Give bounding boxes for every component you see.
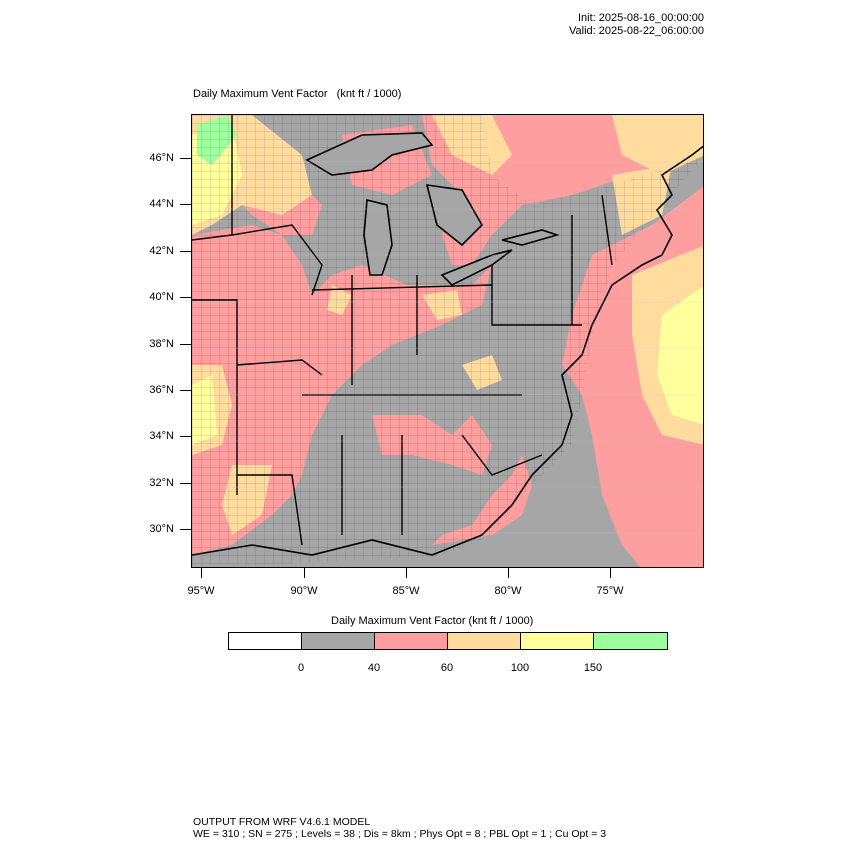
colorbar-level-0: 0 [297, 662, 305, 674]
lat-tick [180, 251, 191, 252]
lon-label-75: 75°W [596, 585, 624, 597]
lat-label-42: 42°N [149, 245, 174, 257]
lat-label-30: 30°N [149, 523, 174, 535]
lake-erie [440, 249, 513, 286]
lat-tick [180, 390, 191, 391]
colorbar-cell-40-60 [375, 633, 448, 649]
lat-tick [180, 297, 191, 298]
colorbar-level-100: 100 [510, 662, 530, 674]
valid-time: Valid: 2025-08-22_06:00:00 [569, 25, 704, 37]
lake-ontario [501, 229, 560, 246]
colorbar-level-150: 150 [583, 662, 603, 674]
great-lakes [305, 132, 560, 286]
lat-label-44: 44°N [149, 198, 174, 210]
footer-model: OUTPUT FROM WRF V4.6.1 MODEL [193, 816, 371, 828]
lon-label-90: 90°W [290, 585, 318, 597]
lat-tick [180, 436, 191, 437]
lake-huron [425, 184, 483, 247]
map-title-units: (knt ft / 1000) [336, 88, 402, 100]
init-time: Init: 2025-08-16_00:00:00 [578, 12, 704, 24]
vent-factor-map [191, 114, 704, 568]
colorbar-cell-0-40 [302, 633, 375, 649]
colorbar-cell-below-0 [229, 633, 302, 649]
lon-tick [304, 568, 305, 578]
colorbar-cell-60-100 [448, 633, 521, 649]
colorbar [228, 632, 668, 650]
lat-tick [180, 344, 191, 345]
colorbar-level-60: 60 [440, 662, 454, 674]
colorbar-cell-above-150 [594, 633, 667, 649]
lat-label-32: 32°N [149, 477, 174, 489]
colorbar-title: Daily Maximum Vent Factor (knt ft / 1000… [331, 615, 534, 627]
coastline [192, 145, 703, 556]
lat-tick [180, 158, 191, 159]
lat-label-40: 40°N [149, 291, 174, 303]
lon-tick [406, 568, 407, 578]
lat-tick [180, 204, 191, 205]
map-canvas [192, 115, 703, 567]
county-boundaries [192, 115, 703, 567]
lake-michigan [363, 198, 393, 276]
lake-superior [305, 132, 434, 176]
lon-tick [610, 568, 611, 578]
lat-tick [180, 529, 191, 530]
lat-label-46: 46°N [149, 152, 174, 164]
graticule [192, 161, 703, 534]
lat-tick [180, 483, 191, 484]
lon-label-85: 85°W [392, 585, 420, 597]
map-title: Daily Maximum Vent Factor (knt ft / 1000… [193, 88, 401, 101]
lat-label-38: 38°N [149, 338, 174, 350]
lat-label-36: 36°N [149, 384, 174, 396]
colorbar-level-40: 40 [367, 662, 381, 674]
lon-label-80: 80°W [494, 585, 522, 597]
lon-tick [508, 568, 509, 578]
colorbar-cell-100-150 [521, 633, 594, 649]
lon-label-95: 95°W [187, 585, 215, 597]
lon-tick [201, 568, 202, 578]
map-title-text: Daily Maximum Vent Factor [193, 88, 328, 100]
footer-config: WE = 310 ; SN = 275 ; Levels = 38 ; Dis … [193, 828, 607, 840]
lat-label-34: 34°N [149, 430, 174, 442]
